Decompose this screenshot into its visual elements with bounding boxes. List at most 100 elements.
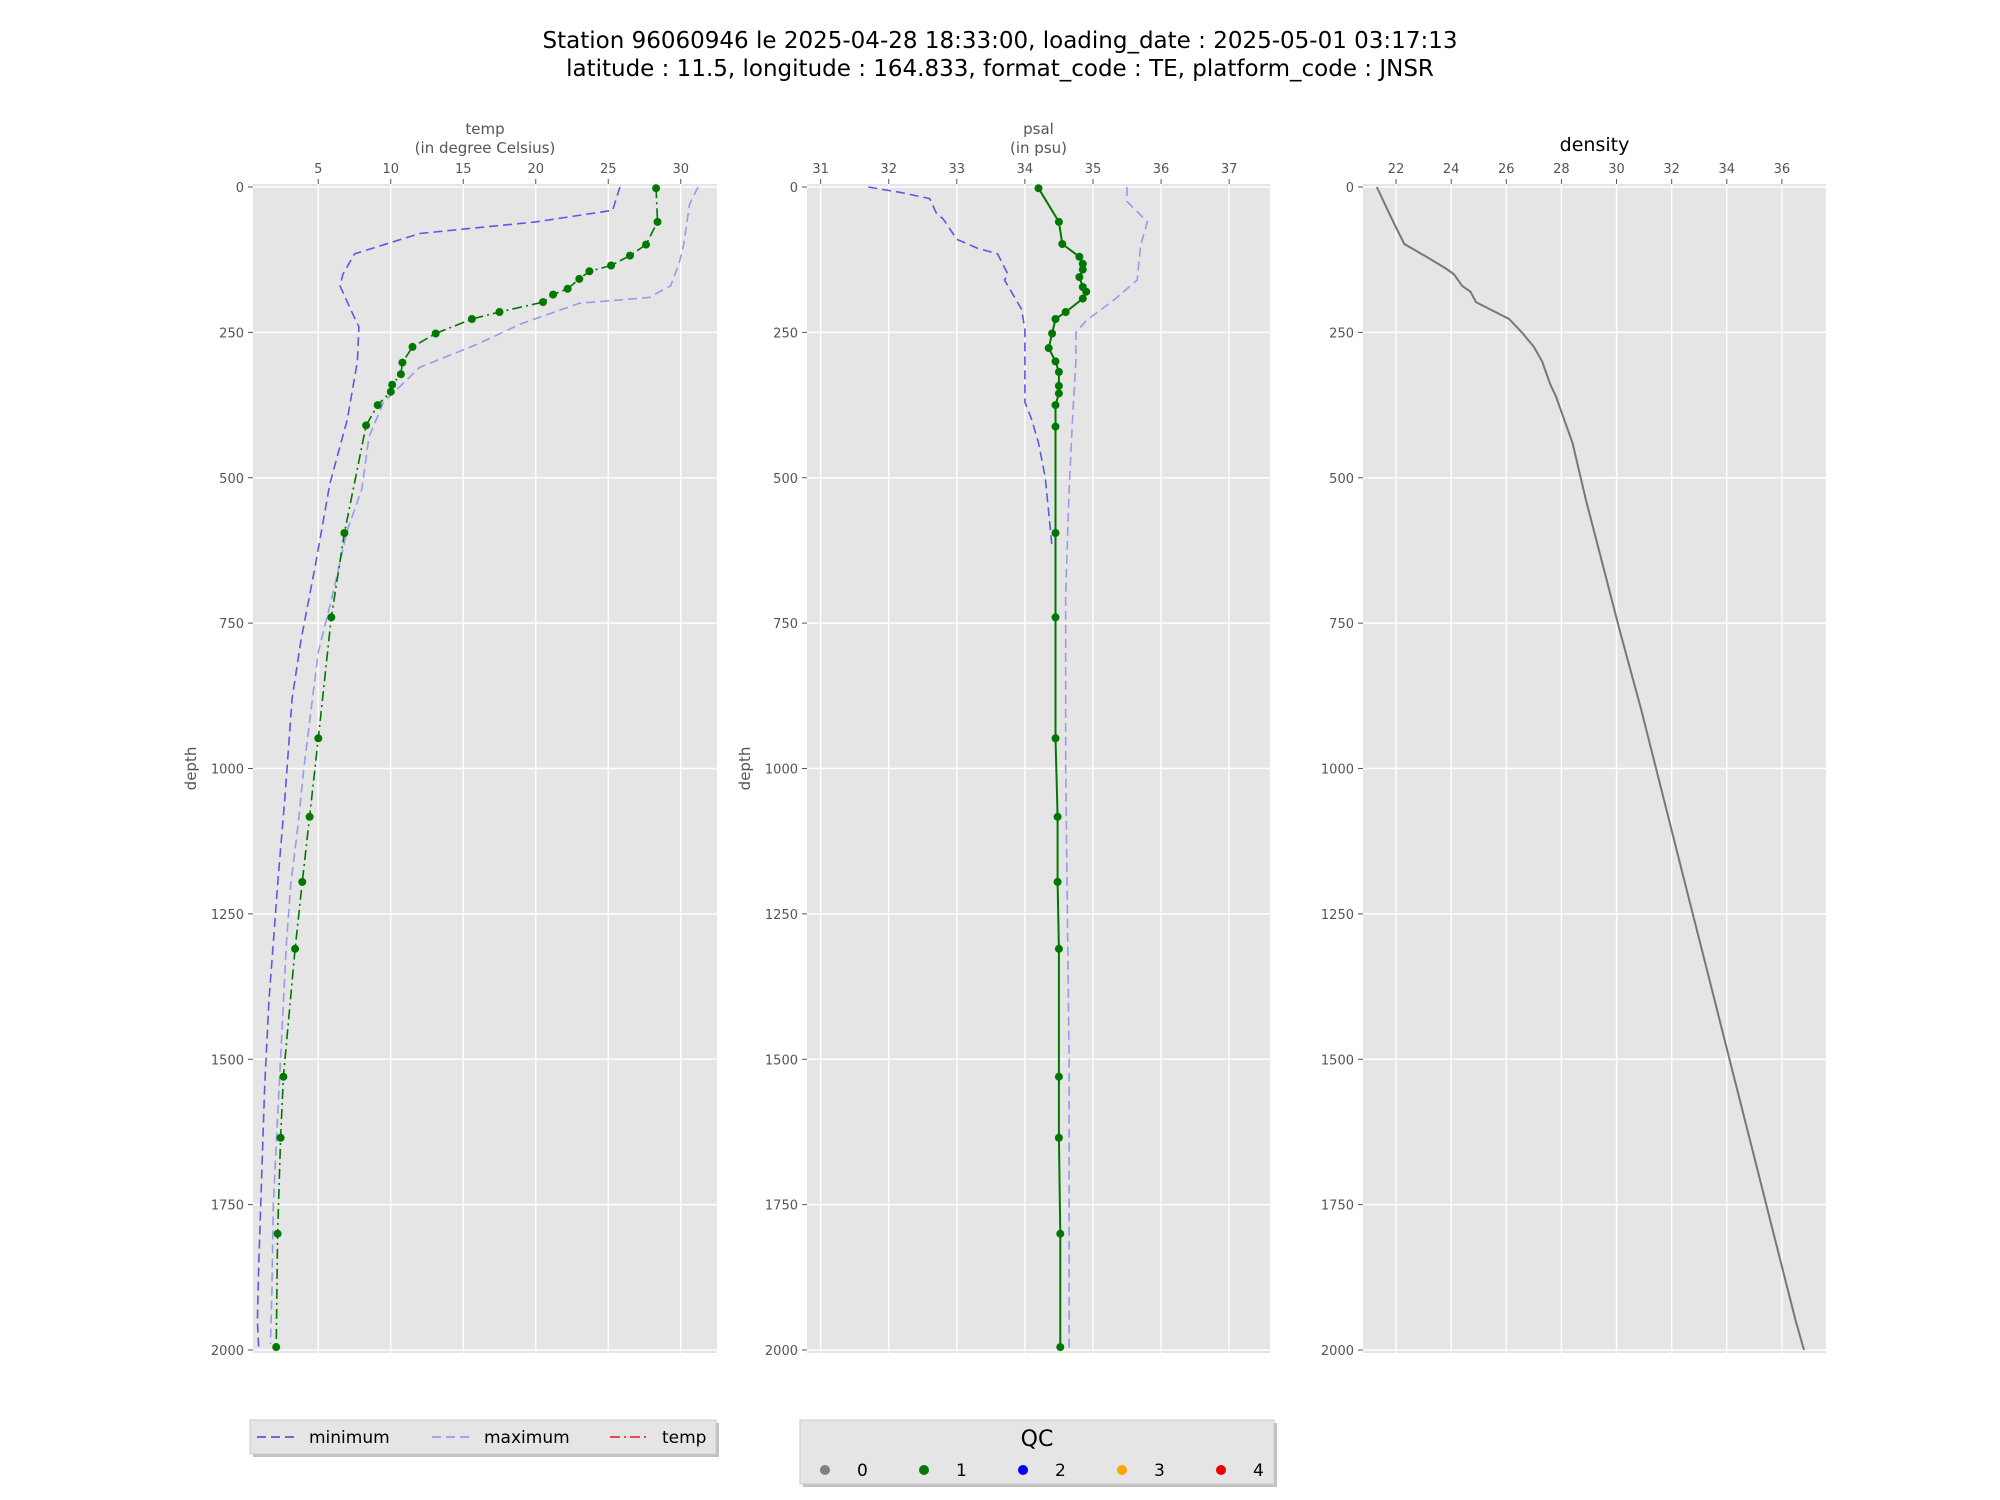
y-tick-label: 1250: [765, 908, 798, 923]
x-tick-label: 26: [1498, 162, 1515, 177]
temp-panel: 5 10 15 20 25 30 0 250 500 750 1000 1250 1500 1750 200…: [182, 120, 717, 1359]
panel-title-line-1: temp: [465, 120, 504, 138]
x-tick-label: 35: [1085, 162, 1102, 177]
y-tick-label: 0: [790, 181, 798, 196]
data-point-temp: [539, 298, 547, 307]
panel-title-line-2: (in psu): [1010, 139, 1067, 157]
figure-title-line-1: Station 96060946 le 2025-04-28 18:33:00,…: [543, 28, 1458, 54]
y-axis-label: depth: [182, 747, 200, 791]
x-tick-label: 33: [949, 162, 966, 177]
y-tick-label: 1000: [211, 763, 244, 778]
qc-legend-marker: [1018, 1465, 1028, 1475]
series-line-minimum: [868, 186, 1053, 548]
data-point-temp: [373, 401, 382, 410]
series-line-minimum: [256, 186, 621, 1351]
data-point-temp: [386, 387, 395, 396]
data-point-temp: [652, 184, 661, 193]
series-line-maximum: [1064, 187, 1149, 1350]
data-point-temp: [327, 613, 336, 622]
panel-title-line-2: (in degree Celsius): [415, 139, 556, 157]
data-point-temp: [396, 370, 405, 379]
data-point-temp: [431, 329, 440, 338]
data-point-psal: [1054, 1133, 1063, 1142]
y-tick-label: 0: [1346, 181, 1354, 196]
qc-legend-label: 1: [956, 1461, 967, 1481]
y-tick-label: 1500: [211, 1053, 244, 1068]
data-point-temp: [272, 1343, 281, 1352]
data-point-temp: [626, 251, 634, 260]
x-tick-label: 30: [1608, 162, 1625, 177]
data-point-psal: [1058, 240, 1067, 248]
x-tick-label: 24: [1443, 162, 1460, 177]
qc-legend-title: QC: [1021, 1427, 1054, 1452]
y-tick-label: 2000: [211, 1344, 244, 1359]
data-point-temp: [607, 261, 616, 270]
data-point-temp: [340, 529, 349, 537]
data-point-temp: [408, 342, 417, 351]
x-tick-label: 37: [1221, 162, 1238, 177]
data-point-temp: [362, 421, 371, 430]
x-tick-label: 20: [527, 162, 544, 177]
y-tick-label: 750: [219, 617, 244, 632]
data-point-temp: [314, 734, 323, 743]
qc-legend-box: [799, 1419, 1275, 1485]
legend-label-maximum: maximum: [484, 1428, 570, 1448]
y-tick-label: 750: [1329, 617, 1354, 632]
data-point-psal: [1051, 422, 1060, 431]
y-tick-label: 1250: [211, 908, 244, 923]
y-tick-label: 1750: [765, 1199, 798, 1214]
data-point-psal: [1078, 294, 1087, 303]
data-point-psal: [1034, 184, 1043, 193]
density-panel: 22 24 26 28 30 32 34 36 0 250 500 750 1000 1250 1500 17…: [1321, 134, 1826, 1359]
qc-legend-label: 2: [1055, 1461, 1066, 1481]
y-tick-label: 1000: [765, 763, 798, 778]
x-tick-label: 15: [455, 162, 472, 177]
data-point-psal: [1082, 287, 1091, 296]
x-tick-label: 32: [1663, 162, 1680, 177]
figure-title-line-2: latitude : 11.5, longitude : 164.833, fo…: [566, 56, 1434, 82]
data-point-temp: [291, 944, 300, 953]
y-tick-label: 250: [773, 326, 798, 341]
qc-legend-marker: [919, 1465, 929, 1475]
data-point-psal: [1056, 1229, 1065, 1238]
panel-title-line-1: psal: [1023, 120, 1054, 138]
data-point-psal: [1075, 273, 1084, 282]
x-tick-label: 30: [672, 162, 689, 177]
y-tick-label: 1000: [1321, 763, 1354, 778]
y-tick-label: 0: [236, 181, 244, 196]
legend-label-minimum: minimum: [309, 1428, 390, 1448]
y-tick-label: 1500: [765, 1053, 798, 1068]
y-tick-label: 2000: [1321, 1344, 1354, 1359]
data-point-psal: [1078, 259, 1087, 268]
data-point-psal: [1053, 877, 1062, 886]
data-point-temp: [276, 1133, 285, 1142]
data-point-temp: [495, 308, 504, 316]
data-point-psal: [1051, 529, 1060, 537]
data-point-temp: [575, 274, 584, 283]
y-tick-label: 250: [219, 326, 244, 341]
qc-legend: QC 0 1 2 3 4: [799, 1419, 1277, 1487]
data-point-psal: [1054, 381, 1063, 390]
y-tick-label: 1250: [1321, 908, 1354, 923]
data-point-psal: [1051, 613, 1060, 622]
y-axis-label: depth: [736, 747, 754, 791]
data-point-psal: [1053, 812, 1062, 821]
y-tick-label: 2000: [765, 1344, 798, 1359]
x-tick-label: 5: [314, 162, 322, 177]
data-point-psal: [1051, 401, 1060, 410]
data-point-temp: [305, 812, 314, 821]
qc-legend-label: 3: [1154, 1461, 1165, 1481]
data-point-temp: [298, 877, 307, 886]
data-point-psal: [1048, 329, 1057, 338]
series-legend: minimum maximum temp: [249, 1419, 719, 1457]
x-tick-label: 31: [812, 162, 829, 177]
x-tick-label: 34: [1017, 162, 1034, 177]
psal-panel: 31 32 33 34 35 36 37 0 250 500 750 1000 1250 1500 1750…: [736, 120, 1270, 1359]
series-line-maximum: [269, 186, 699, 1345]
data-point-temp: [273, 1229, 282, 1238]
x-tick-label: 28: [1553, 162, 1570, 177]
y-tick-label: 500: [1329, 472, 1354, 487]
x-tick-label: 36: [1774, 162, 1791, 177]
y-tick-label: 1750: [1321, 1199, 1354, 1214]
